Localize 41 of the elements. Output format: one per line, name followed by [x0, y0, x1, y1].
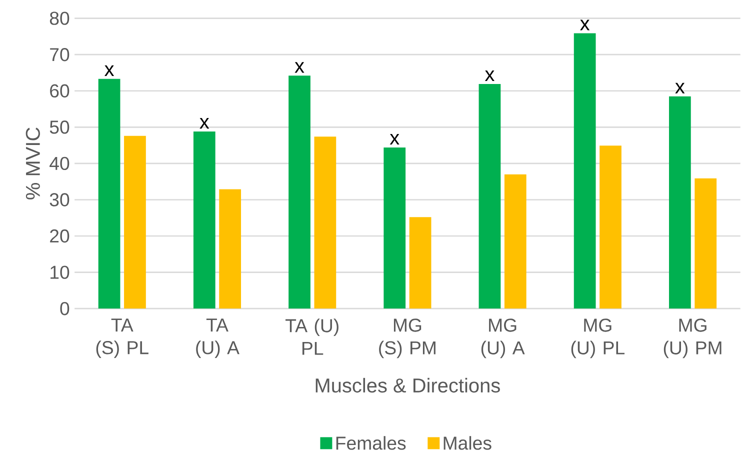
y-tick-label: 0: [60, 302, 70, 316]
bar: [504, 174, 526, 308]
bar: [314, 136, 336, 308]
y-axis-title: % MVIC: [26, 127, 40, 200]
bar: [574, 33, 596, 308]
y-tick-label: 70: [50, 48, 70, 62]
x-tick-label: MG (S) PM: [379, 318, 436, 358]
x-tick-label: MG (U) PM: [664, 318, 722, 358]
x-tick-label: MG (U) A: [481, 318, 525, 358]
annotation: x: [580, 20, 590, 30]
annotation: x: [104, 65, 114, 76]
bar: [694, 178, 717, 308]
x-tick-label: TA (U) A: [196, 318, 240, 358]
bar: [98, 78, 120, 308]
x-tick-label: MG (U) PL: [571, 318, 624, 358]
bar: [219, 189, 242, 308]
annotation: x: [200, 118, 210, 128]
bar: [193, 131, 216, 308]
annotation: x: [390, 134, 400, 144]
y-tick-label: 10: [50, 266, 70, 279]
legend-label: Males: [444, 436, 492, 450]
y-tick-label: 20: [50, 229, 70, 242]
legend-label: Females: [336, 436, 406, 450]
bar: [409, 216, 432, 308]
bar: [600, 145, 622, 308]
bar: [669, 96, 691, 308]
x-tick-label: TA (S) PL: [96, 318, 148, 358]
y-tick-label: 40: [50, 156, 70, 170]
bar: [478, 84, 501, 308]
bar: [124, 136, 146, 308]
x-tick-label: TA (U) PL: [285, 318, 338, 355]
y-tick-label: 80: [50, 12, 70, 25]
y-tick-label: 60: [50, 84, 70, 98]
x-axis-title: Muscles & Directions: [316, 378, 500, 392]
y-tick-label: 30: [50, 192, 70, 206]
annotation: x: [294, 62, 304, 73]
annotation: x: [484, 70, 494, 81]
bar: [384, 147, 406, 308]
y-tick-label: 50: [50, 120, 70, 134]
annotation: x: [675, 82, 685, 94]
bar: [288, 75, 310, 308]
